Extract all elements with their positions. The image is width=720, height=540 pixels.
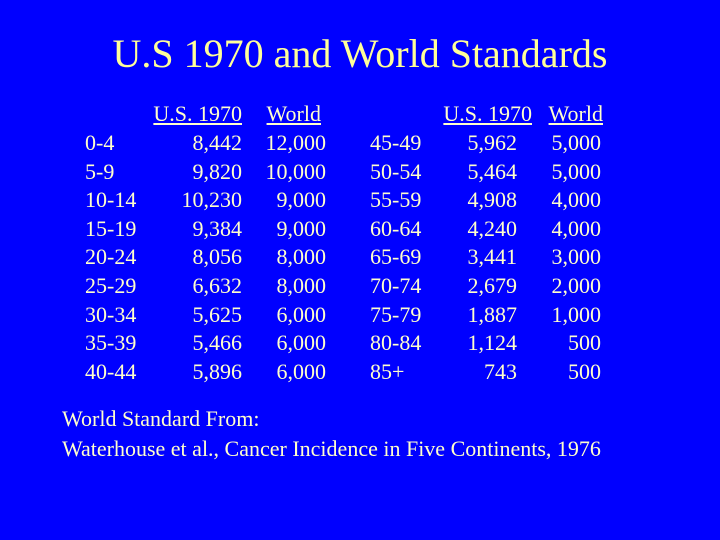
- age-group: 5-9: [85, 158, 115, 184]
- age-group: 25-29: [85, 273, 137, 298]
- world-value: 500: [568, 330, 601, 356]
- age-group: 85+: [370, 358, 405, 384]
- age-group: 65-69: [370, 244, 422, 270]
- footnote-line: Waterhouse et al., Cancer Incidence in F…: [62, 436, 601, 461]
- world-value: 3,000: [551, 244, 602, 270]
- age-group: 45-49: [370, 130, 422, 155]
- age-group: 10-14: [85, 187, 137, 213]
- world-value: 10,000: [265, 158, 327, 184]
- world-value: 5,000: [551, 158, 602, 184]
- us-1970-value: 10,230: [181, 187, 243, 213]
- column-header: U.S. 1970: [443, 101, 532, 126]
- us-1970-value: 4,240: [467, 215, 518, 241]
- world-value: 8,000: [276, 244, 327, 270]
- us-1970-value: 1,887: [467, 301, 518, 327]
- slide-title: U.S 1970 and World Standards: [112, 31, 608, 76]
- us-1970-value: 5,625: [192, 301, 243, 327]
- age-group: 60-64: [370, 215, 422, 241]
- age-group: 70-74: [370, 273, 422, 298]
- world-value: 6,000: [276, 358, 327, 384]
- world-value: 2,000: [551, 273, 602, 298]
- world-value: 500: [568, 358, 601, 384]
- column-header: World: [548, 101, 603, 126]
- us-1970-value: 3,441: [467, 244, 518, 270]
- world-value: 6,000: [276, 301, 327, 327]
- world-value: 6,000: [276, 330, 327, 356]
- us-1970-value: 6,632: [192, 273, 243, 298]
- world-value: 9,000: [276, 215, 327, 241]
- us-1970-value: 2,679: [467, 273, 518, 298]
- world-value: 12,000: [265, 130, 327, 155]
- age-group: 30-34: [85, 301, 137, 327]
- us-1970-value: 743: [484, 358, 517, 384]
- us-1970-value: 9,384: [192, 215, 243, 241]
- age-group: 75-79: [370, 301, 422, 327]
- us-1970-value: 1,124: [467, 330, 518, 356]
- world-value: 9,000: [276, 187, 327, 213]
- world-value: 1,000: [551, 301, 602, 327]
- age-group: 35-39: [85, 330, 137, 356]
- us-1970-value: 5,466: [192, 330, 243, 356]
- column-header: U.S. 1970: [153, 101, 242, 126]
- age-group: 55-59: [370, 187, 422, 213]
- world-value: 4,000: [551, 215, 602, 241]
- us-1970-value: 8,056: [192, 244, 243, 270]
- us-1970-value: 5,896: [192, 358, 243, 384]
- world-value: 4,000: [551, 187, 602, 213]
- age-group: 50-54: [370, 158, 422, 184]
- age-group: 20-24: [85, 244, 137, 270]
- age-group: 15-19: [85, 215, 137, 241]
- us-1970-value: 9,820: [192, 158, 243, 184]
- us-1970-value: 5,962: [467, 130, 518, 155]
- world-value: 8,000: [276, 273, 327, 298]
- us-1970-value: 4,908: [467, 187, 518, 213]
- us-1970-value: 5,464: [467, 158, 518, 184]
- us-1970-value: 8,442: [192, 130, 243, 155]
- age-group: 80-84: [370, 330, 422, 356]
- world-value: 5,000: [551, 130, 602, 155]
- column-header: World: [266, 101, 321, 126]
- footnote-line: World Standard From:: [62, 406, 260, 431]
- age-group: 0-4: [85, 130, 115, 155]
- age-group: 40-44: [85, 358, 137, 384]
